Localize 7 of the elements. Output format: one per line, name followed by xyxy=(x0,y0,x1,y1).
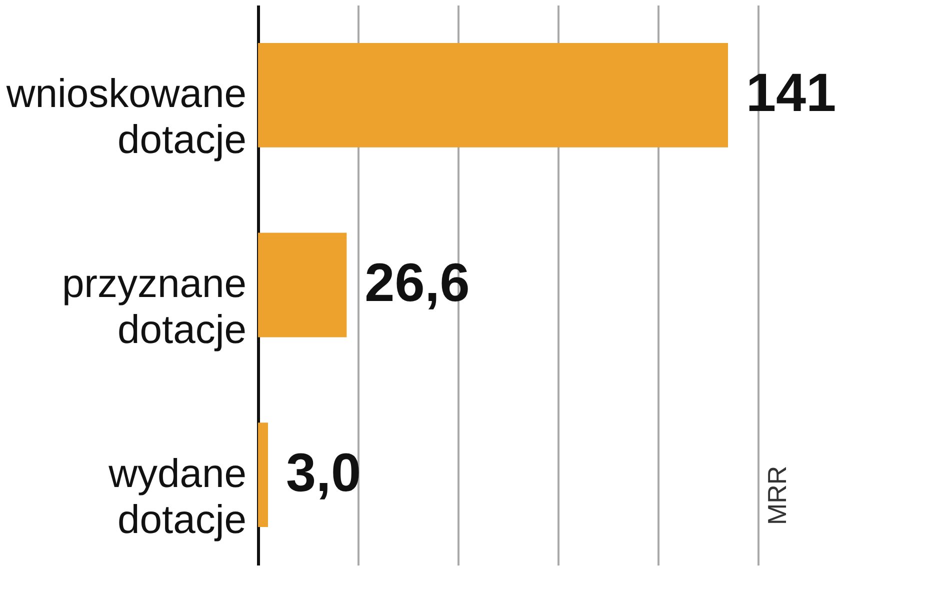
data-label: 141 xyxy=(746,63,836,124)
y-tick-label: przyznane dotacje xyxy=(62,262,246,352)
data-label: 3,0 xyxy=(286,442,362,503)
text: MRR xyxy=(762,466,792,525)
y-tick-label: wnioskowane dotacje xyxy=(5,72,246,162)
y-tick-label: wydane dotacje xyxy=(108,452,246,542)
data-label: 26,6 xyxy=(364,253,470,313)
